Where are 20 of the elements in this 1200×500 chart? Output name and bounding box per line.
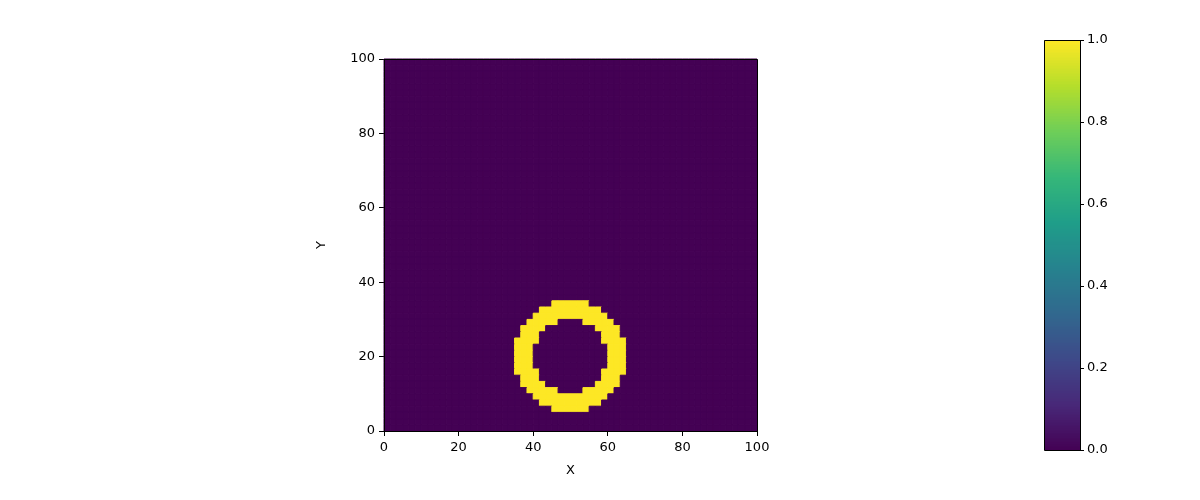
y-tick-label: 100 (350, 50, 375, 66)
y-tick-label: 60 (358, 199, 375, 215)
color-bar-label: 0.0 (1087, 441, 1108, 457)
x-tick-label: 100 (744, 439, 770, 455)
color-bar-label: 0.6 (1087, 195, 1108, 211)
y-axis-title: Y (313, 240, 329, 250)
y-tick-label: 0 (366, 422, 375, 438)
x-tick-label: 0 (379, 439, 389, 455)
x-tick-label: 40 (524, 439, 542, 455)
color-bar-label: 0.8 (1087, 113, 1108, 129)
color-bar-label: 0.4 (1087, 277, 1108, 293)
x-tick-label: 60 (599, 439, 617, 455)
x-tick-label: 20 (450, 439, 467, 455)
y-tick-label: 20 (358, 347, 375, 363)
y-tick-label: 40 (358, 273, 375, 289)
x-tick-label: 80 (674, 439, 691, 455)
y-tick-label: 80 (358, 124, 375, 140)
x-axis-title: X (566, 461, 576, 477)
color-bar-label: 0.2 (1087, 359, 1108, 375)
color-bar-label: 1.0 (1087, 31, 1108, 47)
